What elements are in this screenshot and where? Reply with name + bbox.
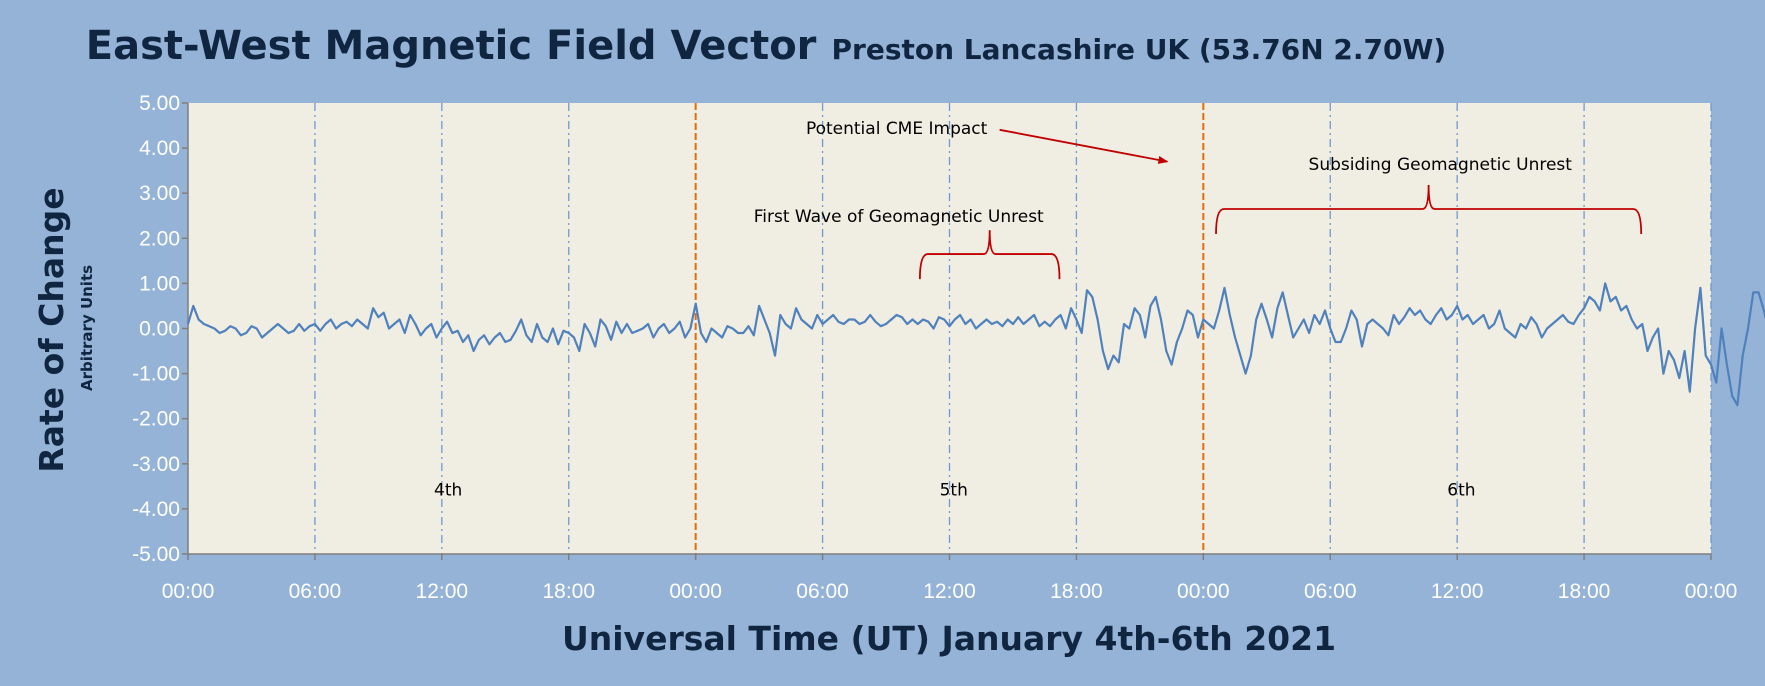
y-axis-label: Rate of Change	[32, 187, 71, 472]
y-tick-label: 5.00	[139, 92, 180, 115]
y-tick-label: 1.00	[139, 272, 180, 295]
x-tick-label: 12:00	[923, 580, 976, 603]
day-label: 5th	[940, 480, 968, 500]
y-tick-label: 0.00	[139, 318, 180, 341]
day-label: 4th	[434, 480, 462, 500]
x-tick-label: 18:00	[1050, 580, 1103, 603]
chart-title-main: East-West Magnetic Field Vector	[86, 23, 817, 69]
annotation-label: Potential CME Impact	[806, 119, 988, 139]
annotation-label: Subsiding Geomagnetic Unrest	[1309, 155, 1573, 175]
x-tick-label: 18:00	[1558, 580, 1611, 603]
x-tick-label: 00:00	[162, 580, 215, 603]
x-tick-label: 00:00	[669, 580, 722, 603]
annotations: Potential CME Impact First Wave of Geomag…	[754, 119, 1643, 280]
x-axis-label: Universal Time (UT) January 4th-6th 2021	[562, 619, 1336, 658]
y-tick-label: -4.00	[132, 498, 180, 521]
series-layer	[186, 282, 1765, 407]
day-labels: 4th 5th 6th	[434, 480, 1475, 500]
x-tick-label: 18:00	[542, 580, 595, 603]
x-tick-label: 00:00	[1685, 580, 1738, 603]
chart-title: East-West Magnetic Field Vector Preston …	[86, 23, 1446, 69]
y-tick-labels: 5.00 4.00 3.00 2.00 1.00 0.00 -1.00 -2.00 -3.00 -…	[132, 92, 180, 566]
annotation-label: First Wave of Geomagnetic Unrest	[754, 207, 1044, 227]
x-tick-label: 06:00	[1304, 580, 1357, 603]
y-tick-label: -1.00	[132, 363, 180, 386]
x-tick-label: 00:00	[1177, 580, 1230, 603]
x-tick-label: 12:00	[1431, 580, 1484, 603]
y-tick-label: -3.00	[132, 453, 180, 476]
y-tick-label: 4.00	[139, 137, 180, 160]
x-tick-label: 06:00	[796, 580, 849, 603]
chart-subtitle: Preston Lancashire UK (53.76N 2.70W)	[832, 33, 1447, 66]
day-label: 6th	[1447, 480, 1475, 500]
y-tick-label: 3.00	[139, 182, 180, 205]
y-tick-label: -2.00	[132, 408, 180, 431]
axes	[182, 102, 1712, 560]
y-axis-sublabel: Arbitrary Units	[78, 265, 96, 391]
x-tick-label: 06:00	[289, 580, 342, 603]
annotation-bracket	[1215, 184, 1643, 234]
x-tick-labels: 00:00 06:00 12:00 18:00 00:00 06:00 12:00 18:00…	[162, 580, 1738, 603]
series-line	[186, 282, 1765, 407]
grid-lines	[314, 103, 1712, 554]
annotation-bracket	[918, 230, 1061, 280]
y-tick-label: -5.00	[132, 543, 180, 566]
y-tick-label: 2.00	[139, 227, 180, 250]
annotation-arrow	[999, 128, 1169, 164]
x-tick-label: 12:00	[416, 580, 469, 603]
